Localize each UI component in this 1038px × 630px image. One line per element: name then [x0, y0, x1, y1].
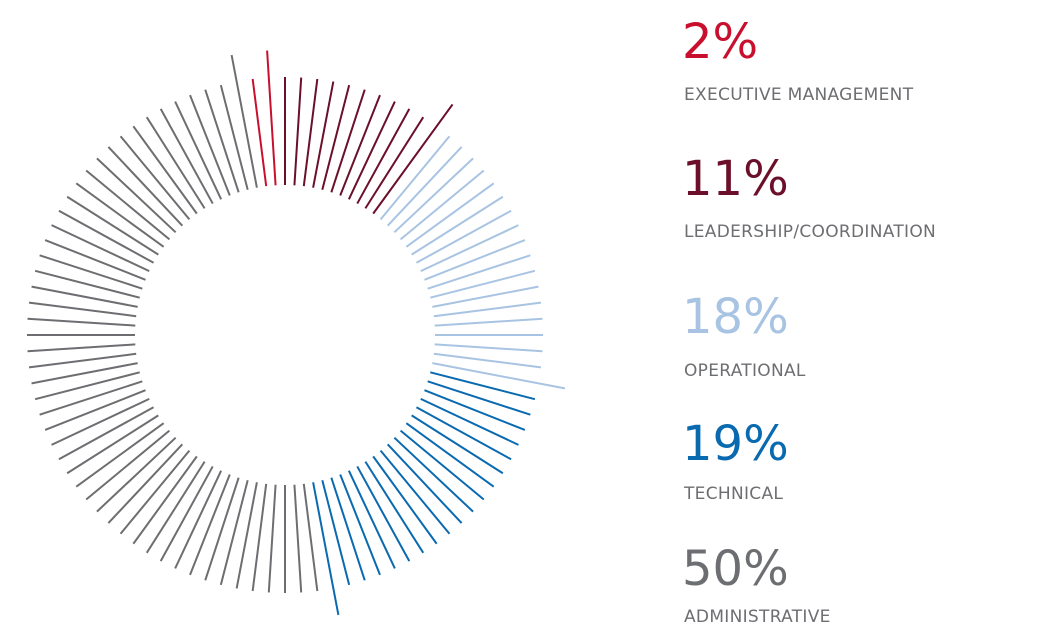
- legend-value: 19%: [682, 416, 789, 472]
- legend-label: OPERATIONAL: [684, 361, 806, 381]
- legend-value: 11%: [682, 151, 789, 207]
- legend-label: LEADERSHIP/COORDINATION: [684, 222, 936, 242]
- legend-value: 18%: [682, 289, 789, 345]
- legend-label: EXECUTIVE MANAGEMENT: [684, 85, 914, 105]
- legend-label: ADMINISTRATIVE: [684, 607, 831, 627]
- segment-ticks: [312, 371, 536, 616]
- segment-ticks: [27, 54, 319, 593]
- legend-label: TECHNICAL: [683, 484, 783, 504]
- segment-ticks: [251, 50, 277, 187]
- legend-value: 2%: [682, 14, 758, 70]
- segment-ticks: [379, 135, 566, 390]
- segment-ticks: [284, 77, 454, 215]
- legend-value: 50%: [682, 541, 789, 597]
